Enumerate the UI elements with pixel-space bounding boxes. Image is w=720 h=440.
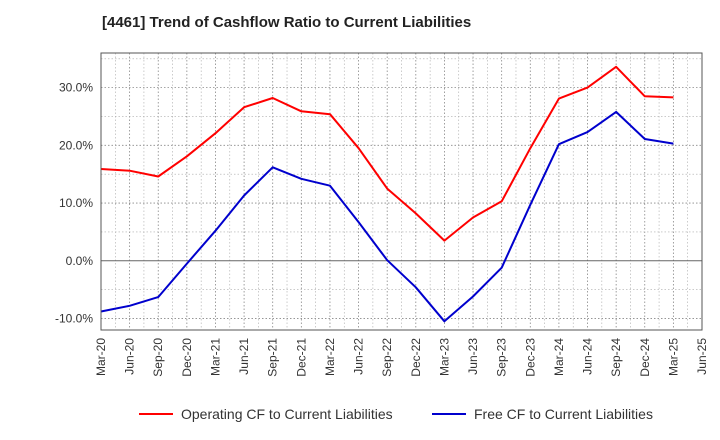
- legend: Operating CF to Current Liabilities Free …: [139, 406, 653, 422]
- x-tick-label: Jun-24: [581, 338, 595, 375]
- x-tick-label: Jun-22: [352, 338, 366, 375]
- x-tick-label: Mar-23: [437, 338, 451, 376]
- series-line-operating-cf: [100, 65, 674, 242]
- x-tick-label: Jun-25: [695, 338, 709, 375]
- x-tick-label: Sep-24: [609, 338, 623, 377]
- y-tick-label: 10.0%: [59, 196, 93, 210]
- y-tick-label: 0.0%: [66, 254, 94, 268]
- plot-frame: [100, 52, 703, 331]
- legend-label: Free CF to Current Liabilities: [474, 406, 653, 422]
- x-tick-label: Dec-23: [523, 338, 537, 377]
- x-tick-label: Sep-22: [380, 338, 394, 377]
- x-tick-label: Sep-20: [151, 338, 165, 377]
- x-tick-label: Jun-20: [123, 338, 137, 375]
- legend-label: Operating CF to Current Liabilities: [181, 406, 393, 422]
- x-tick-label: Dec-21: [294, 338, 308, 377]
- x-tick-label: Mar-22: [323, 338, 337, 376]
- y-tick-label: -10.0%: [55, 311, 93, 325]
- x-tick-label: Sep-21: [266, 338, 280, 377]
- y-tick-label: 30.0%: [59, 81, 93, 95]
- axes: -10.0% 0.0% 10.0% 20.0% 30.0% Mar-20 Jun-20 Sep…: [55, 52, 709, 377]
- x-tick-label: Jun-23: [466, 338, 480, 375]
- x-tick-label: Sep-23: [495, 338, 509, 377]
- x-tick-label: Mar-21: [208, 338, 222, 376]
- x-tick-label: Dec-20: [180, 338, 194, 377]
- grid: [100, 53, 703, 330]
- chart-title: [4461] Trend of Cashflow Ratio to Curren…: [102, 14, 472, 31]
- x-tick-label: Dec-24: [638, 338, 652, 377]
- x-tick-label: Dec-22: [409, 338, 423, 377]
- x-tick-label: Jun-21: [237, 338, 251, 375]
- x-tick-label: Mar-20: [94, 338, 108, 376]
- series-line-free-cf: [100, 110, 674, 323]
- x-tick-label: Mar-24: [552, 338, 566, 376]
- series-lines: [100, 65, 674, 323]
- y-tick-label: 20.0%: [59, 138, 93, 152]
- x-tick-label: Mar-25: [666, 338, 680, 376]
